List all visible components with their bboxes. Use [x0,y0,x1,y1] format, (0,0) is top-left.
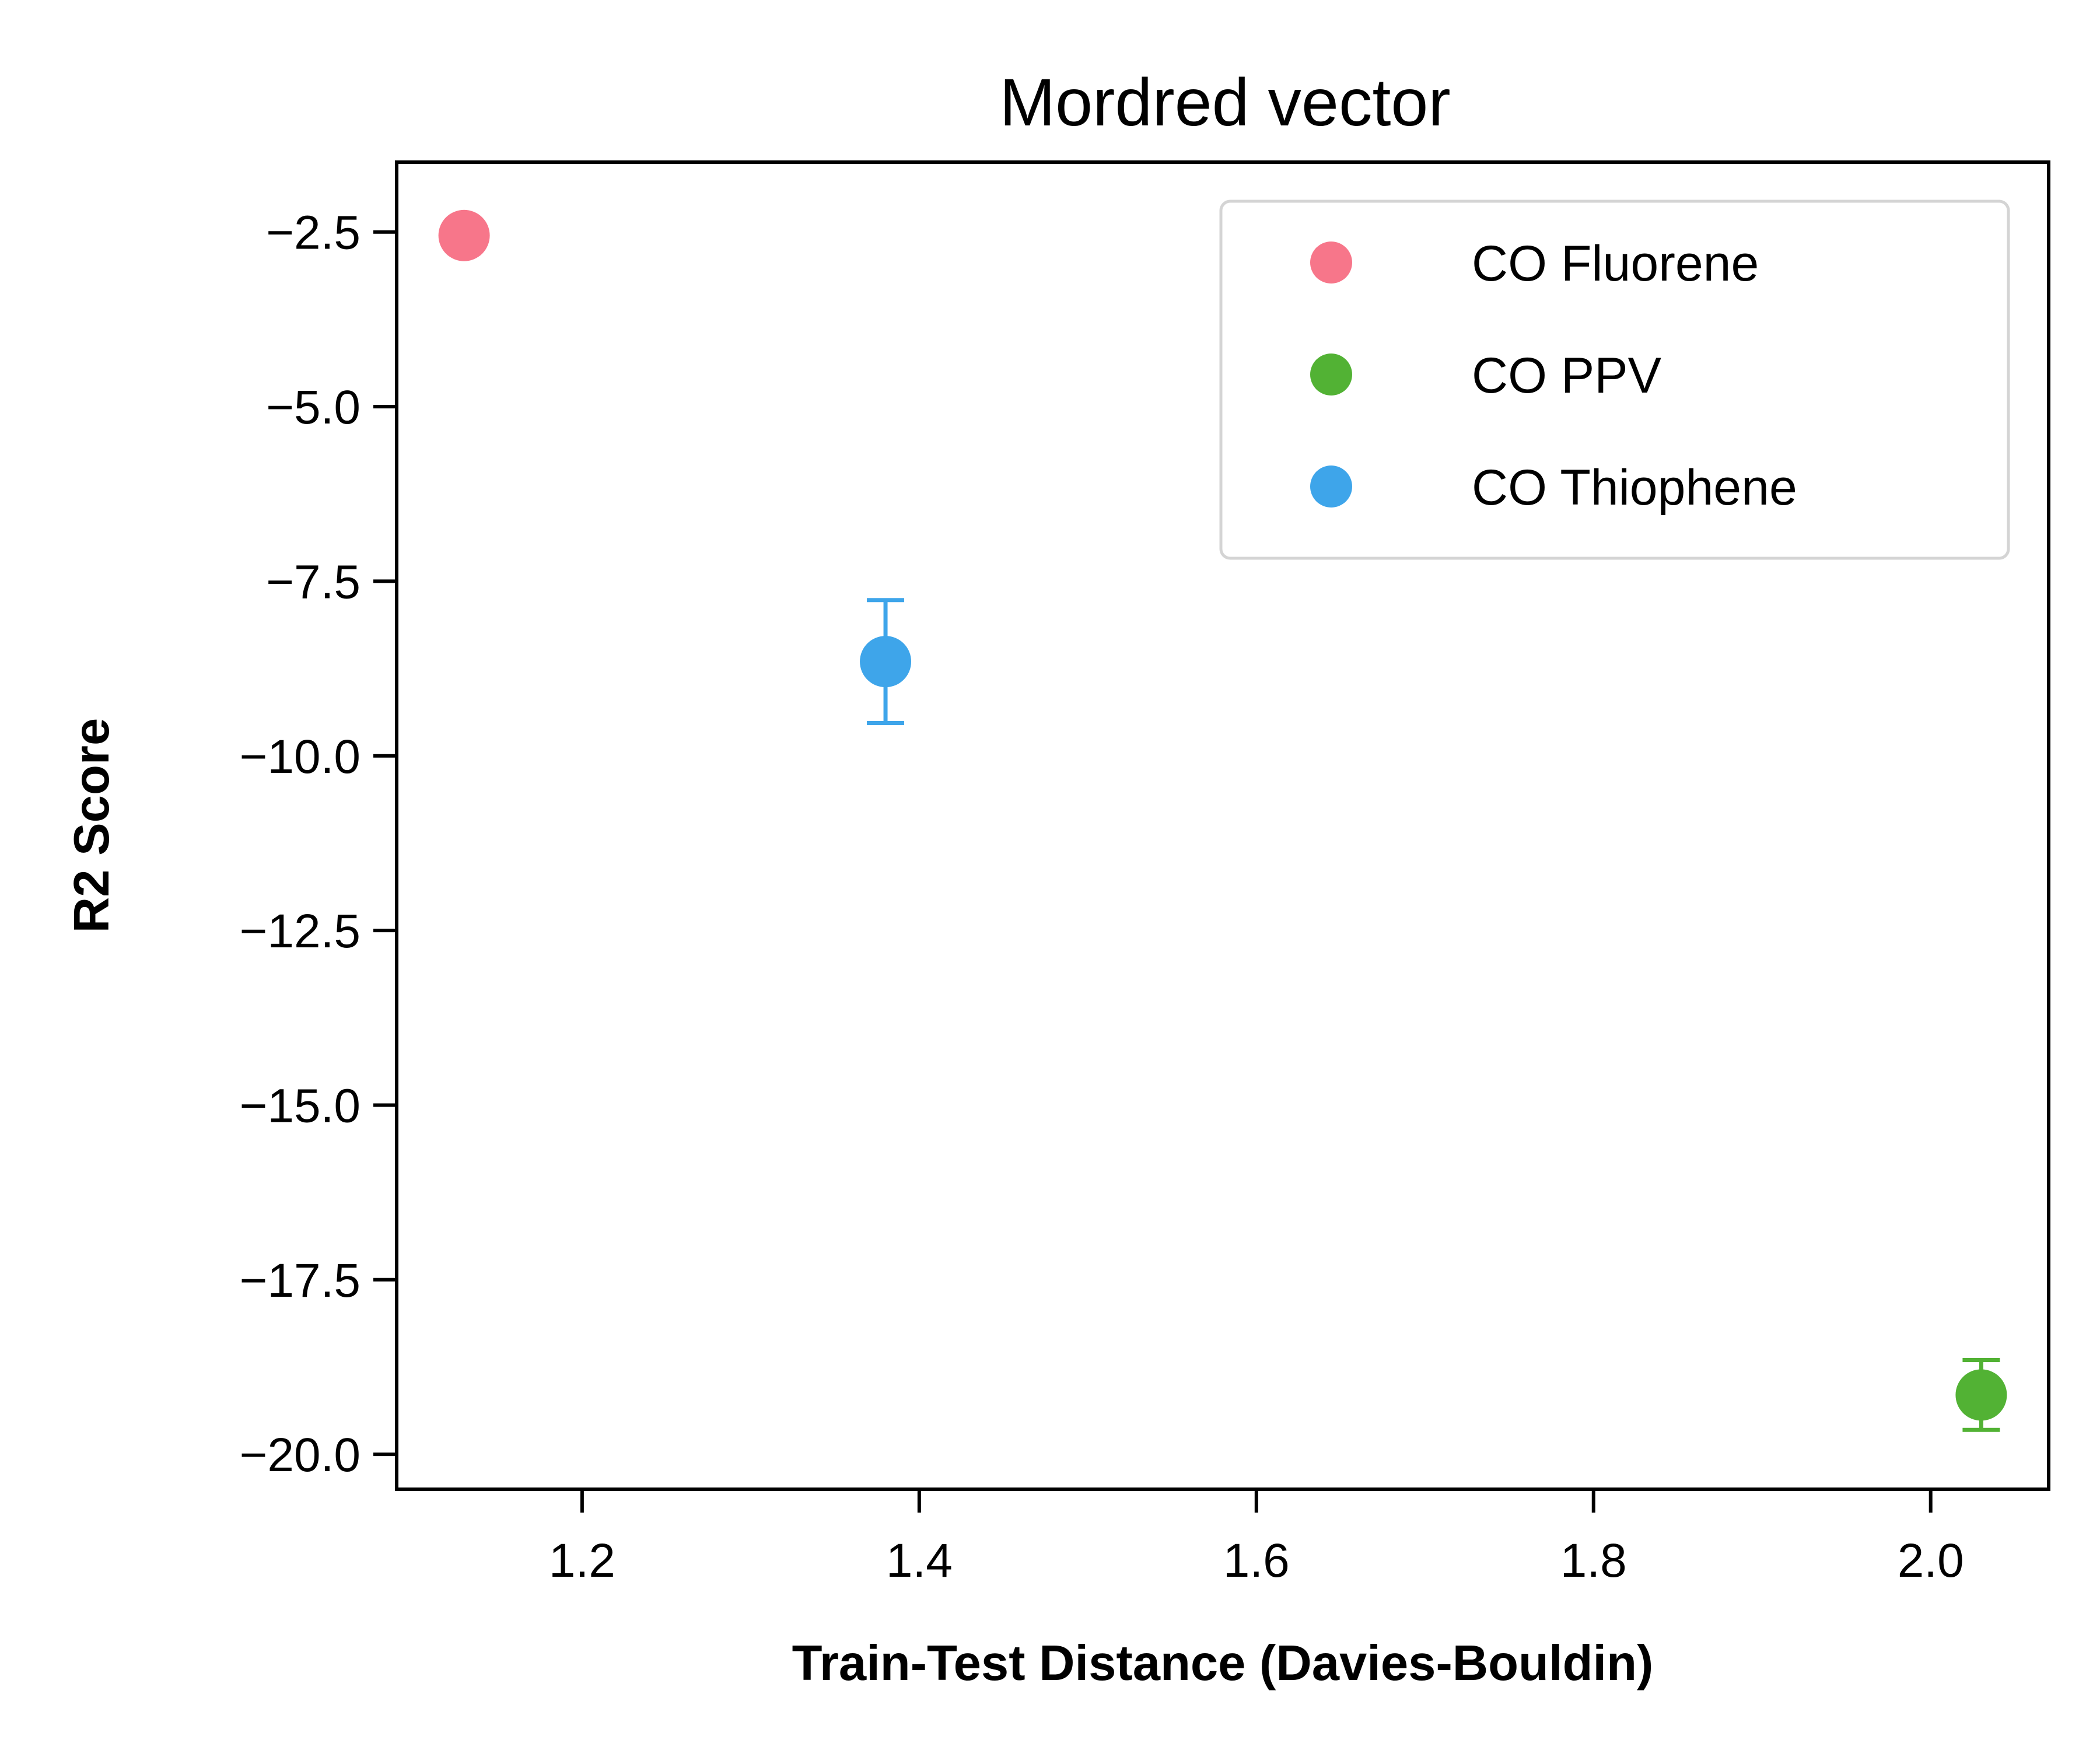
y-axis: −2.5 −5.0 −7.5 −10.0 −12.5 −15.0 −17.5 −20.0 [240,206,397,1482]
legend-box [1219,200,2010,560]
y-tick-label: −12.5 [240,905,360,958]
legend-label: CO Thiophene [1472,460,1797,516]
x-tick-label: 1.2 [549,1534,615,1587]
chart-title: Mordred vector [999,65,1450,140]
y-tick-label: −2.5 [266,206,360,260]
legend-marker [1310,242,1352,284]
x-tick-label: 2.0 [1898,1534,1964,1587]
x-axis: 1.2 1.4 1.6 1.8 2.0 [549,1489,1964,1587]
legend-label: CO PPV [1472,348,1661,404]
y-tick-label: −15.0 [240,1079,360,1132]
data-point [1955,1369,2007,1421]
y-tick-label: −20.0 [240,1429,360,1482]
y-axis-title: R2 Score [64,718,120,933]
legend-marker [1310,466,1352,508]
plot-frame [395,160,2050,1491]
data-point [860,636,912,688]
plot-markers [438,209,2007,1432]
y-tick-label: −10.0 [240,730,360,783]
x-tick-label: 1.6 [1223,1534,1290,1587]
x-tick-label: 1.8 [1560,1534,1627,1587]
x-tick-label: 1.4 [886,1534,953,1587]
legend-marker [1310,354,1352,396]
legend: CO Fluorene CO PPV CO Thiophene [1219,200,2010,560]
legend-label: CO Fluorene [1472,236,1759,292]
data-point [438,209,490,261]
y-tick-label: −17.5 [240,1254,360,1307]
y-tick-label: −7.5 [266,555,360,608]
y-tick-label: −5.0 [266,381,360,434]
x-axis-title: Train-Test Distance (Davies-Bouldin) [792,1636,1654,1691]
